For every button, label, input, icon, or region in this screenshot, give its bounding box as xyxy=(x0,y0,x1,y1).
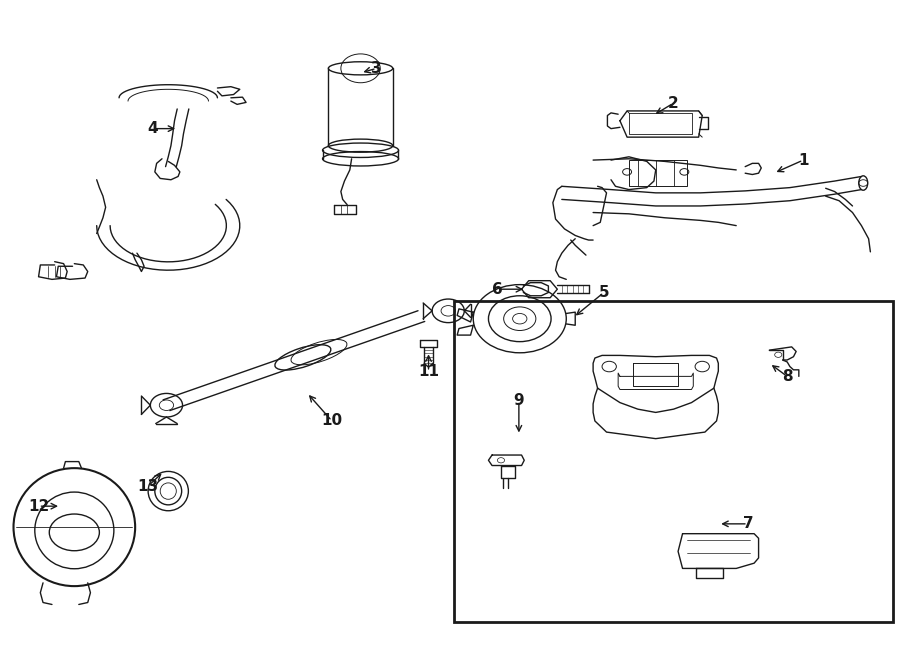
Text: 12: 12 xyxy=(28,498,50,514)
Text: 5: 5 xyxy=(598,285,609,300)
Text: 6: 6 xyxy=(492,282,503,297)
Bar xyxy=(454,301,893,622)
Text: 4: 4 xyxy=(148,121,158,136)
Text: 1: 1 xyxy=(798,153,808,168)
Text: 8: 8 xyxy=(782,369,793,384)
Text: 9: 9 xyxy=(514,393,524,408)
Text: 13: 13 xyxy=(137,479,158,494)
Text: 3: 3 xyxy=(372,61,382,76)
Text: 7: 7 xyxy=(742,516,753,531)
Text: 10: 10 xyxy=(321,413,343,428)
Bar xyxy=(629,160,687,186)
Text: 11: 11 xyxy=(418,364,439,379)
Text: 2: 2 xyxy=(668,96,679,110)
